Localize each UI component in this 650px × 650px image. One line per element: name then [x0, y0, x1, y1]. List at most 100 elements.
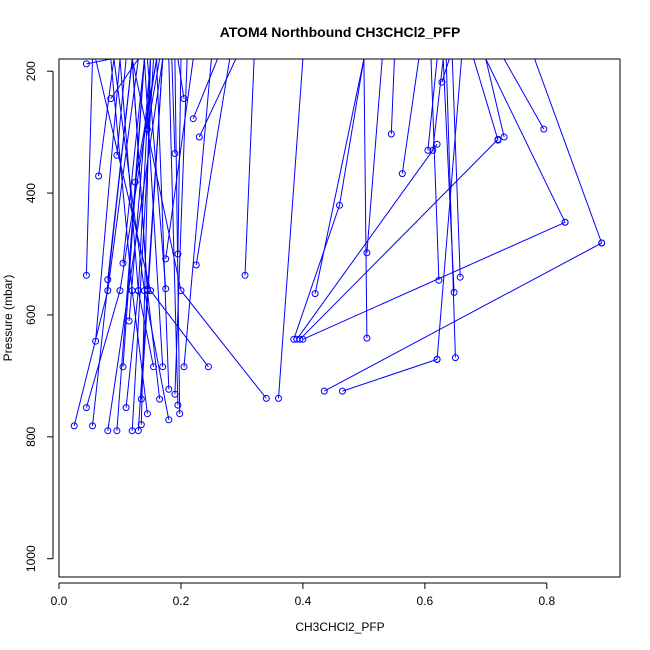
profile-line-16 — [198, 59, 237, 138]
y-tick-label: 200 — [24, 61, 38, 81]
profile-line-63 — [451, 59, 461, 278]
profile-line-48 — [299, 139, 499, 340]
data-point — [82, 404, 90, 412]
data-point — [119, 259, 127, 267]
profile-line-32 — [110, 59, 148, 414]
profile-line-3 — [98, 59, 115, 177]
profile-line-60 — [441, 59, 450, 83]
profile-line-30 — [125, 59, 151, 408]
profile-line-55 — [390, 59, 395, 135]
data-point — [147, 287, 154, 295]
data-point — [113, 427, 121, 435]
data-point — [116, 287, 124, 295]
data-point — [540, 125, 548, 133]
y-tick-label: 600 — [24, 305, 38, 325]
data-point — [363, 334, 371, 342]
data-point — [95, 172, 103, 180]
profile-line-19 — [195, 59, 231, 266]
data-point — [433, 355, 441, 363]
profile-line-64 — [473, 59, 499, 141]
data-point — [398, 170, 406, 178]
y-tick-label: 800 — [24, 427, 38, 447]
data-point — [171, 150, 179, 157]
data-point — [104, 287, 112, 295]
x-tick-label: 0.4 — [295, 594, 312, 608]
profile-line-26 — [116, 59, 145, 431]
profile-line-56 — [401, 59, 420, 174]
data-point — [143, 287, 151, 295]
x-tick-label: 0.0 — [51, 594, 68, 608]
data-point — [320, 387, 328, 395]
data-point — [598, 239, 606, 247]
data-point — [336, 201, 343, 209]
profile-line-22 — [85, 59, 158, 408]
profile-line-49 — [302, 221, 566, 340]
profile-line-31 — [140, 59, 164, 400]
data-point — [561, 218, 569, 226]
x-tick-label: 0.8 — [538, 594, 555, 608]
plot-lines — [73, 59, 603, 431]
x-tick-label: 0.2 — [173, 594, 190, 608]
data-point — [92, 337, 100, 345]
profile-line-45 — [278, 59, 304, 399]
data-point — [189, 115, 197, 123]
data-point — [131, 178, 139, 186]
data-point — [122, 404, 130, 412]
data-point — [82, 60, 90, 68]
data-point — [162, 255, 170, 263]
data-point — [299, 335, 307, 343]
data-point — [438, 78, 446, 86]
profile-line-34 — [143, 59, 164, 367]
profile-line-18 — [165, 59, 194, 259]
data-point — [180, 95, 188, 103]
profile-line-39 — [174, 59, 181, 414]
data-point — [451, 354, 459, 362]
data-point — [162, 285, 170, 293]
profile-line-27 — [131, 59, 154, 431]
data-point — [262, 394, 270, 402]
data-point — [143, 410, 151, 418]
profile-line-52 — [342, 358, 438, 392]
profile-line-58 — [432, 59, 444, 151]
data-point — [429, 146, 437, 154]
profile-line-5 — [85, 59, 93, 276]
data-point — [494, 136, 502, 144]
data-point — [125, 317, 133, 325]
profile-line-47 — [296, 144, 438, 340]
data-point — [156, 395, 164, 403]
data-point — [119, 363, 127, 371]
data-point — [104, 427, 112, 435]
profile-line-67 — [485, 59, 566, 223]
data-point — [137, 395, 145, 403]
data-point — [176, 410, 184, 418]
x-axis-label: CH3CHCl2_PFP — [295, 620, 384, 634]
data-point — [104, 276, 112, 284]
data-point — [387, 130, 395, 138]
profile-line-6 — [95, 59, 121, 342]
profile-line-65 — [485, 59, 505, 138]
data-point — [311, 290, 319, 298]
profile-line-66 — [503, 59, 545, 130]
profile-line-36 — [156, 59, 170, 390]
data-point — [177, 287, 185, 295]
data-point — [159, 363, 167, 371]
y-axis-label: Pressure (mbar) — [1, 275, 15, 362]
data-point — [82, 271, 90, 279]
x-axis: 0.0 0.2 0.4 0.6 0.8 — [51, 582, 555, 608]
profile-line-13 — [171, 59, 176, 154]
data-point — [180, 363, 188, 371]
profile-line-44 — [131, 59, 267, 399]
data-point — [165, 416, 173, 424]
data-point — [433, 140, 441, 148]
data-point — [107, 95, 115, 103]
data-point — [450, 288, 458, 296]
data-point — [363, 249, 371, 257]
profile-line-62 — [445, 59, 456, 358]
profile-line-41 — [183, 59, 212, 367]
data-point — [275, 394, 282, 402]
profile-line-59 — [430, 59, 440, 281]
data-point — [174, 401, 182, 409]
data-point — [195, 133, 203, 141]
profile-line-23 — [73, 59, 139, 427]
profile-line-15 — [192, 59, 218, 119]
